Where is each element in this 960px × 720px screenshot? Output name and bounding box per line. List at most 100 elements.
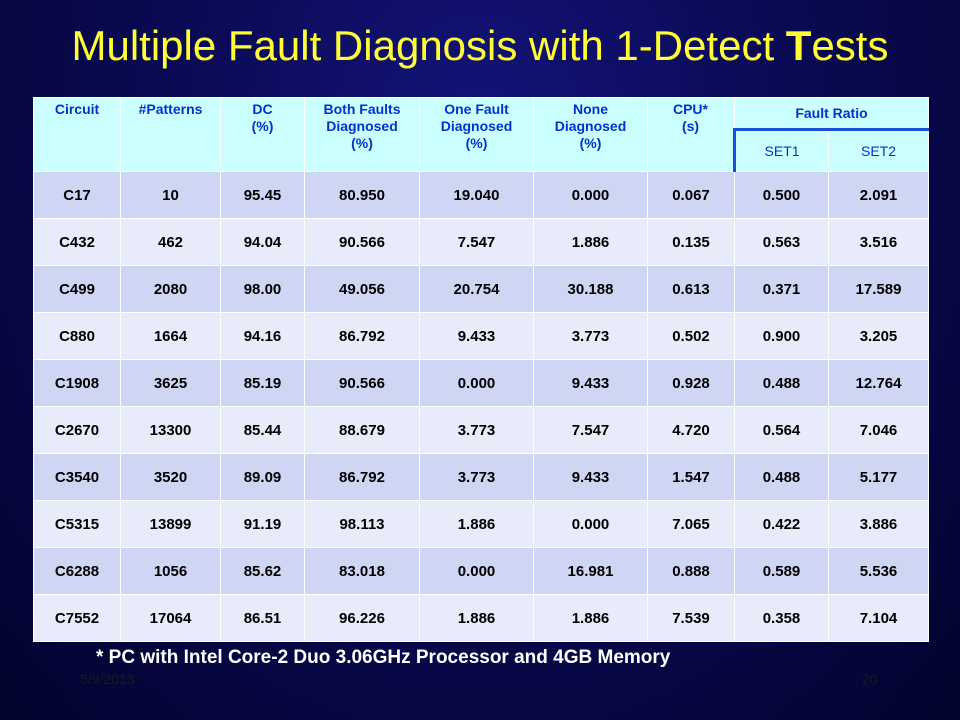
cell-patterns: 3625 — [120, 359, 221, 407]
cell-patterns: 3520 — [120, 453, 221, 501]
cell-set2: 5.177 — [828, 453, 929, 501]
table-row: C3540 3520 89.09 86.792 3.773 9.433 1.547 0.488… — [33, 453, 929, 501]
cell-cpu: 0.067 — [647, 171, 735, 219]
header-one-fault: One Fault Diagnosed (%) — [419, 97, 534, 172]
cell-cpu: 0.928 — [647, 359, 735, 407]
cell-patterns: 1056 — [120, 547, 221, 595]
cell-patterns: 13300 — [120, 406, 221, 454]
cell-both-faults: 80.950 — [304, 171, 420, 219]
cell-both-faults: 83.018 — [304, 547, 420, 595]
cell-none-diagnosed: 1.886 — [533, 594, 648, 642]
cell-one-fault: 0.000 — [419, 359, 534, 407]
cell-set1: 0.563 — [734, 218, 829, 266]
cell-cpu: 0.888 — [647, 547, 735, 595]
cell-cpu: 0.613 — [647, 265, 735, 313]
cell-one-fault: 3.773 — [419, 406, 534, 454]
cell-cpu: 7.065 — [647, 500, 735, 548]
cell-cpu: 0.502 — [647, 312, 735, 360]
cell-dc: 85.44 — [220, 406, 305, 454]
cell-cpu: 7.539 — [647, 594, 735, 642]
table-row: C880 1664 94.16 86.792 9.433 3.773 0.502 0.900 3… — [33, 312, 929, 360]
table-row: C6288 1056 85.62 83.018 0.000 16.981 0.888 0.58… — [33, 547, 929, 595]
cell-set2: 12.764 — [828, 359, 929, 407]
cell-patterns: 1664 — [120, 312, 221, 360]
cell-set1: 0.500 — [734, 171, 829, 219]
cell-patterns: 13899 — [120, 500, 221, 548]
cell-patterns: 2080 — [120, 265, 221, 313]
table-body: C17 10 95.45 80.950 19.040 0.000 0.067 0.500 2.0… — [33, 171, 929, 642]
cell-set1: 0.900 — [734, 312, 829, 360]
cell-one-fault: 0.000 — [419, 547, 534, 595]
table-row: C5315 13899 91.19 98.113 1.886 0.000 7.065 0.42… — [33, 500, 929, 548]
cell-both-faults: 90.566 — [304, 218, 420, 266]
cell-one-fault: 19.040 — [419, 171, 534, 219]
results-table: Circuit #Patterns DC (%) Both Faults Diagn… — [33, 97, 929, 642]
cell-none-diagnosed: 9.433 — [533, 359, 648, 407]
cell-dc: 91.19 — [220, 500, 305, 548]
cell-none-diagnosed: 0.000 — [533, 171, 648, 219]
cell-both-faults: 88.679 — [304, 406, 420, 454]
cell-set2: 7.046 — [828, 406, 929, 454]
header-set2: SET2 — [828, 129, 929, 172]
cell-one-fault: 20.754 — [419, 265, 534, 313]
table-row: C432 462 94.04 90.566 7.547 1.886 0.135 0.563 3.… — [33, 218, 929, 266]
cell-dc: 89.09 — [220, 453, 305, 501]
header-fault-ratio: Fault Ratio — [734, 97, 929, 131]
cell-both-faults: 49.056 — [304, 265, 420, 313]
cell-none-diagnosed: 16.981 — [533, 547, 648, 595]
cell-set2: 17.589 — [828, 265, 929, 313]
cell-none-diagnosed: 7.547 — [533, 406, 648, 454]
cell-one-fault: 1.886 — [419, 594, 534, 642]
cell-dc: 86.51 — [220, 594, 305, 642]
cell-none-diagnosed: 0.000 — [533, 500, 648, 548]
header-set1: SET1 — [733, 129, 829, 172]
table-row: C2670 13300 85.44 88.679 3.773 7.547 4.720 0.56… — [33, 406, 929, 454]
cell-set2: 5.536 — [828, 547, 929, 595]
cell-circuit: C432 — [33, 218, 121, 266]
cell-circuit: C6288 — [33, 547, 121, 595]
cell-set2: 2.091 — [828, 171, 929, 219]
table-row: C1908 3625 85.19 90.566 0.000 9.433 0.928 0.488… — [33, 359, 929, 407]
header-dc: DC (%) — [220, 97, 305, 172]
cell-both-faults: 86.792 — [304, 453, 420, 501]
footnote: * PC with Intel Core-2 Duo 3.06GHz Proce… — [96, 647, 671, 668]
cell-set1: 0.488 — [734, 359, 829, 407]
cell-dc: 94.16 — [220, 312, 305, 360]
cell-both-faults: 98.113 — [304, 500, 420, 548]
cell-circuit: C7552 — [33, 594, 121, 642]
cell-dc: 94.04 — [220, 218, 305, 266]
cell-one-fault: 1.886 — [419, 500, 534, 548]
cell-patterns: 462 — [120, 218, 221, 266]
cell-dc: 95.45 — [220, 171, 305, 219]
cell-cpu: 4.720 — [647, 406, 735, 454]
cell-none-diagnosed: 3.773 — [533, 312, 648, 360]
cell-set1: 0.488 — [734, 453, 829, 501]
cell-circuit: C1908 — [33, 359, 121, 407]
cell-circuit: C499 — [33, 265, 121, 313]
cell-circuit: C5315 — [33, 500, 121, 548]
cell-set1: 0.422 — [734, 500, 829, 548]
header-both-faults: Both Faults Diagnosed (%) — [304, 97, 420, 172]
cell-set2: 3.516 — [828, 218, 929, 266]
cell-set2: 3.886 — [828, 500, 929, 548]
cell-dc: 85.62 — [220, 547, 305, 595]
cell-circuit: C880 — [33, 312, 121, 360]
cell-circuit: C17 — [33, 171, 121, 219]
cell-patterns: 10 — [120, 171, 221, 219]
cell-circuit: C3540 — [33, 453, 121, 501]
cell-circuit: C2670 — [33, 406, 121, 454]
cell-set1: 0.371 — [734, 265, 829, 313]
cell-one-fault: 3.773 — [419, 453, 534, 501]
slide-date: 5/9/2013 — [80, 671, 135, 687]
header-none-diagnosed: None Diagnosed (%) — [533, 97, 648, 172]
cell-cpu: 1.547 — [647, 453, 735, 501]
table-row: C7552 17064 86.51 96.226 1.886 1.886 7.539 0.35… — [33, 594, 929, 642]
cell-both-faults: 86.792 — [304, 312, 420, 360]
table-row: C17 10 95.45 80.950 19.040 0.000 0.067 0.500 2.0… — [33, 171, 929, 219]
table-row: C499 2080 98.00 49.056 20.754 30.188 0.613 0.37… — [33, 265, 929, 313]
cell-set2: 7.104 — [828, 594, 929, 642]
cell-both-faults: 96.226 — [304, 594, 420, 642]
cell-none-diagnosed: 9.433 — [533, 453, 648, 501]
cell-set1: 0.589 — [734, 547, 829, 595]
header-circuit: Circuit — [33, 97, 121, 172]
